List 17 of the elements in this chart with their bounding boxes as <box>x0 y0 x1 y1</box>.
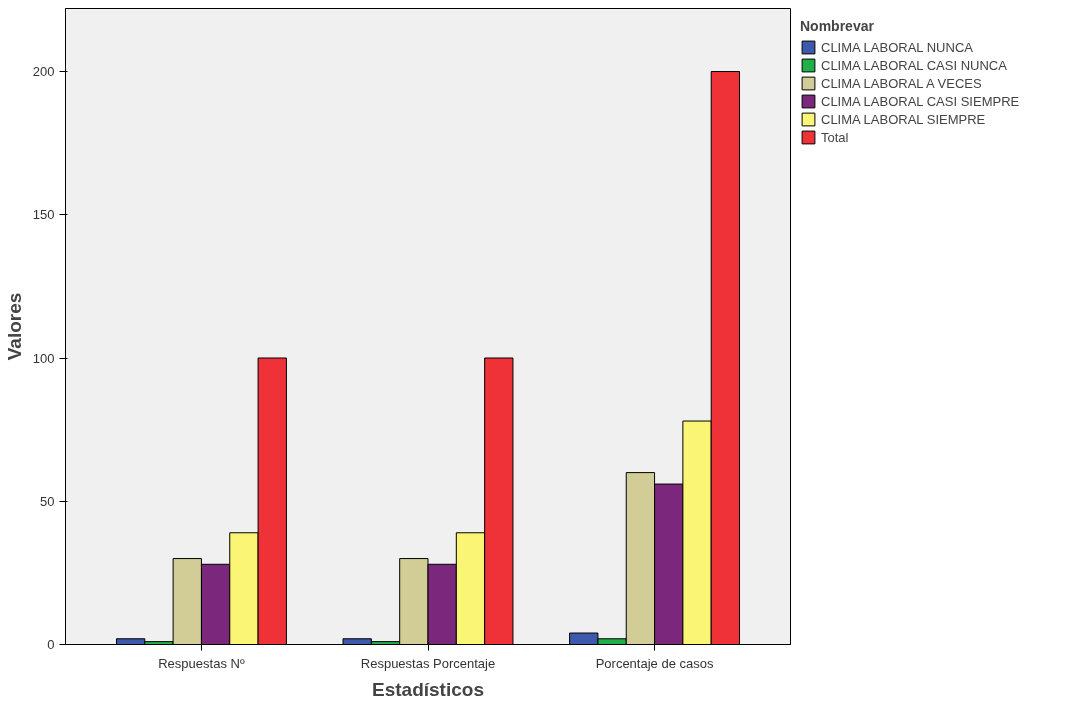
x-tick-label: Respuestas Porcentaje <box>360 655 496 671</box>
legend-label: CLIMA LABORAL CASI SIEMPRE <box>821 93 1020 109</box>
y-tick-label: 100 <box>32 350 55 366</box>
legend-title: Nombrevar <box>800 18 875 34</box>
x-tick-label: Respuestas Nº <box>158 655 245 671</box>
legend-label: Total <box>821 129 849 145</box>
y-tick-label: 150 <box>32 207 55 223</box>
y-tick-label: 50 <box>40 493 55 509</box>
y-tick-label: 0 <box>47 637 55 652</box>
legend-label: CLIMA LABORAL SIEMPRE <box>821 111 986 127</box>
x-axis-title: Estadísticos <box>372 678 484 700</box>
y-tick-label: 200 <box>32 64 55 80</box>
legend-label: CLIMA LABORAL A VECES <box>821 75 982 91</box>
y-axis-title: Valores <box>3 292 25 361</box>
x-tick-label: Porcentaje de casos <box>595 655 714 671</box>
legend-label: CLIMA LABORAL CASI NUNCA <box>821 57 1007 73</box>
legend-label: CLIMA LABORAL NUNCA <box>821 39 973 55</box>
